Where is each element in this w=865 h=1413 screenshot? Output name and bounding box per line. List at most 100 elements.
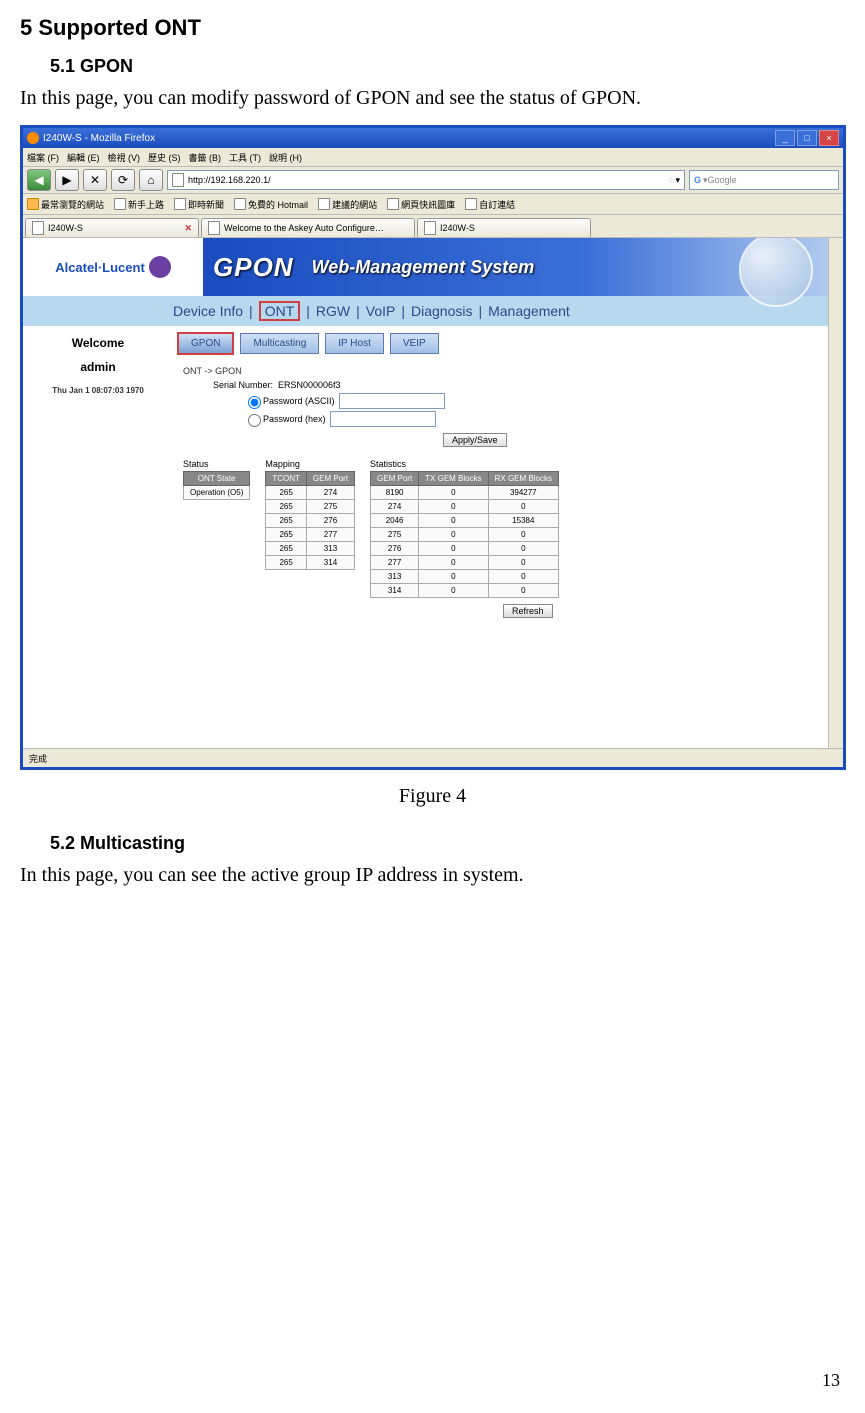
gpon-description: In this page, you can modify password of… [20,87,845,110]
status-text: 完成 [29,752,47,765]
window-titlebar: I240W-S - Mozilla Firefox _ □ × [23,128,843,148]
tab-label: Welcome to the Askey Auto Configure… [224,223,384,233]
address-bar[interactable]: http://192.168.220.1/ ☆ ▾ [167,170,685,190]
sidebar-date: Thu Jan 1 08:07:03 1970 [28,386,168,395]
bookmarks-toolbar: 最常瀏覽的網站 新手上路 即時新聞 免費的 Hotmail 建議的網站 網頁快訊… [23,194,843,215]
subsection-heading-gpon: 5.1 GPON [50,56,845,77]
menu-bookmarks[interactable]: 書籤 (B) [189,151,222,164]
sub-nav: GPON Multicasting IP Host VEIP [173,326,843,361]
menu-history[interactable]: 歷史 (S) [148,151,181,164]
nav-rgw[interactable]: RGW [316,303,350,319]
firefox-window: I240W-S - Mozilla Firefox _ □ × 檔案 (F) 編… [20,125,846,770]
apply-save-button[interactable]: Apply/Save [443,433,507,447]
stop-button[interactable]: ✕ [83,169,107,191]
subnav-iphost[interactable]: IP Host [325,333,384,354]
nav-device-info[interactable]: Device Info [173,303,243,319]
status-title: Status [183,459,250,469]
page-icon [465,198,477,210]
nav-ont[interactable]: ONT [259,301,301,321]
bookmark-most-visited[interactable]: 最常瀏覽的網站 [27,198,104,211]
pw-ascii-input[interactable] [339,393,445,409]
close-button[interactable]: × [819,130,839,146]
url-text: http://192.168.220.1/ [188,175,271,185]
firefox-icon [27,132,39,144]
refresh-button[interactable]: Refresh [503,604,553,618]
brand-text: Alcatel·Lucent [55,260,145,275]
menu-view[interactable]: 檢視 (V) [108,151,141,164]
minimize-button[interactable]: _ [775,130,795,146]
sidebar-user: admin [28,360,168,374]
status-table: ONT State Operation (O5) [183,471,250,500]
tab-label: I240W-S [440,223,475,233]
status-cell: Operation (O5) [184,486,250,500]
breadcrumb: ONT -> GPON [183,366,833,376]
forward-button[interactable]: ▶ [55,169,79,191]
page-icon [32,221,44,235]
window-title: I240W-S - Mozilla Firefox [43,133,775,144]
nav-voip[interactable]: VoIP [366,303,396,319]
status-header: ONT State [184,472,250,486]
folder-icon [27,198,39,210]
stats-title: Statistics [370,459,559,469]
bookmark-getting-started[interactable]: 新手上路 [114,198,164,211]
tab-close-icon[interactable]: ✕ [184,223,192,234]
tab-strip: I240W-S ✕ Welcome to the Askey Auto Conf… [23,215,843,238]
bookmark-custom[interactable]: 自訂連結 [465,198,515,211]
mapping-table: TCONT GEM Port 265274 265275 265276 2652… [265,471,355,570]
menu-file[interactable]: 檔案 (F) [27,151,59,164]
page-icon [387,198,399,210]
multicasting-description: In this page, you can see the active gro… [20,864,845,887]
banner-subtitle: Web-Management System [312,257,535,278]
pw-ascii-radio[interactable] [248,396,261,409]
bookmark-news[interactable]: 即時新聞 [174,198,224,211]
nav-management[interactable]: Management [488,303,570,319]
top-nav: Device Info| ONT| RGW| VoIP| Diagnosis| … [23,296,843,326]
subnav-gpon[interactable]: GPON [177,332,234,355]
page-icon [174,198,186,210]
subnav-multicasting[interactable]: Multicasting [240,333,319,354]
menu-help[interactable]: 說明 (H) [269,151,302,164]
page-icon [318,198,330,210]
search-placeholder: Google [708,175,737,185]
tab-3[interactable]: I240W-S [417,218,591,237]
status-bar: 完成 [23,748,843,767]
subnav-veip[interactable]: VEIP [390,333,439,354]
pw-hex-input[interactable] [330,411,436,427]
mapping-title: Mapping [265,459,355,469]
page-icon [114,198,126,210]
nav-toolbar: ◀ ▶ ✕ ⟳ ⌂ http://192.168.220.1/ ☆ ▾ G▾ G… [23,167,843,194]
menu-edit[interactable]: 編輯 (E) [67,151,100,164]
subsection-heading-multicasting: 5.2 Multicasting [50,833,845,854]
page-icon [234,198,246,210]
bookmark-webslice[interactable]: 網頁快訊圖庫 [387,198,455,211]
bookmark-star-icon[interactable]: ☆ [667,175,675,186]
pw-hex-radio[interactable] [248,414,261,427]
vertical-scrollbar[interactable] [828,238,843,748]
page-icon [424,221,436,235]
menu-tools[interactable]: 工具 (T) [229,151,261,164]
page-viewport: Alcatel·Lucent GPON Web-Management Syste… [23,238,843,748]
page-number: 13 [822,1370,840,1391]
bookmark-hotmail[interactable]: 免費的 Hotmail [234,198,308,211]
tab-1[interactable]: I240W-S ✕ [25,218,199,237]
serial-value: ERSN000006f3 [278,380,341,390]
nav-diagnosis[interactable]: Diagnosis [411,303,472,319]
pw-hex-label: Password (hex) [263,414,326,424]
dropdown-icon[interactable]: ▾ [675,175,680,186]
tab-label: I240W-S [48,223,83,233]
serial-label: Serial Number: [183,380,278,390]
search-box[interactable]: G▾ Google [689,170,839,190]
home-button[interactable]: ⌂ [139,169,163,191]
maximize-button[interactable]: □ [797,130,817,146]
pw-ascii-label: Password (ASCII) [263,396,335,406]
back-button[interactable]: ◀ [27,169,51,191]
sidebar-welcome: Welcome [28,336,168,350]
section-heading: 5 Supported ONT [20,15,845,41]
menu-bar: 檔案 (F) 編輯 (E) 檢視 (V) 歷史 (S) 書籤 (B) 工具 (T… [23,148,843,167]
bookmark-suggested[interactable]: 建議的網站 [318,198,377,211]
reload-button[interactable]: ⟳ [111,169,135,191]
brand-logo: Alcatel·Lucent [23,238,203,296]
content-panel: ONT -> GPON Serial Number: ERSN000006f3 … [173,361,843,623]
sidebar: Welcome admin Thu Jan 1 08:07:03 1970 [23,326,173,623]
tab-2[interactable]: Welcome to the Askey Auto Configure… [201,218,415,237]
